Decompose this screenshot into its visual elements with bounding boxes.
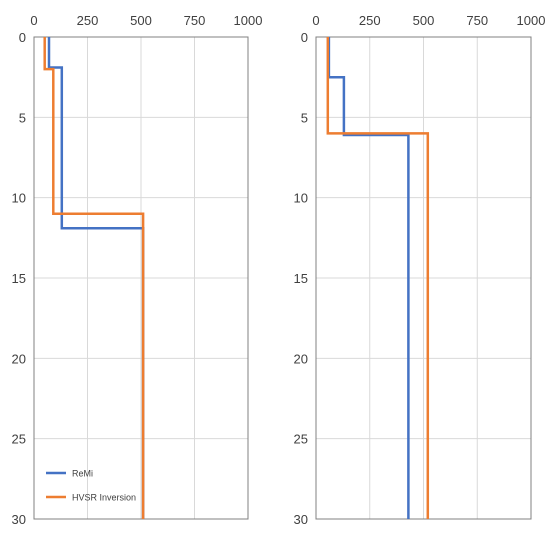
- plot-frame: [33, 36, 249, 520]
- plot-frame: [315, 36, 532, 520]
- x-tick-label: 250: [77, 13, 99, 28]
- x-tick-label: 1000: [517, 13, 546, 28]
- series-line-hvsr-inversion: [43, 37, 145, 519]
- legend: ReMi HVSR Inversion: [46, 469, 136, 503]
- legend-label: ReMi: [72, 469, 93, 479]
- x-tick-label: 0: [312, 13, 319, 28]
- y-tick-label: 25: [12, 432, 26, 447]
- series-line-hvsr-inversion: [326, 37, 430, 519]
- y-tick-label: 25: [294, 432, 308, 447]
- x-tick-label: 1000: [234, 13, 263, 28]
- left-panel: 0 250 500 750 1000 0 5 10 15 20 25 30 ReMi HVSR Inver…: [12, 13, 263, 527]
- y-tick-label: 20: [294, 351, 308, 366]
- y-tick-label: 5: [19, 110, 26, 125]
- x-tick-label: 250: [359, 13, 381, 28]
- y-tick-label: 0: [19, 30, 26, 45]
- y-tick-label: 10: [12, 191, 26, 206]
- y-tick-label: 15: [12, 271, 26, 286]
- x-tick-label: 750: [184, 13, 206, 28]
- right-panel: 0 250 500 750 1000 0 5 10 15 20 25 30: [294, 13, 546, 527]
- y-tick-label: 20: [12, 351, 26, 366]
- y-tick-label: 15: [294, 271, 308, 286]
- y-tick-label: 5: [301, 110, 308, 125]
- x-tick-label: 500: [130, 13, 152, 28]
- y-tick-label: 30: [294, 512, 308, 527]
- y-tick-label: 30: [12, 512, 26, 527]
- x-tick-label: 0: [30, 13, 37, 28]
- x-tick-label: 750: [466, 13, 488, 28]
- legend-label: HVSR Inversion: [72, 493, 136, 503]
- y-tick-label: 10: [294, 191, 308, 206]
- x-tick-label: 500: [413, 13, 435, 28]
- y-tick-label: 0: [301, 30, 308, 45]
